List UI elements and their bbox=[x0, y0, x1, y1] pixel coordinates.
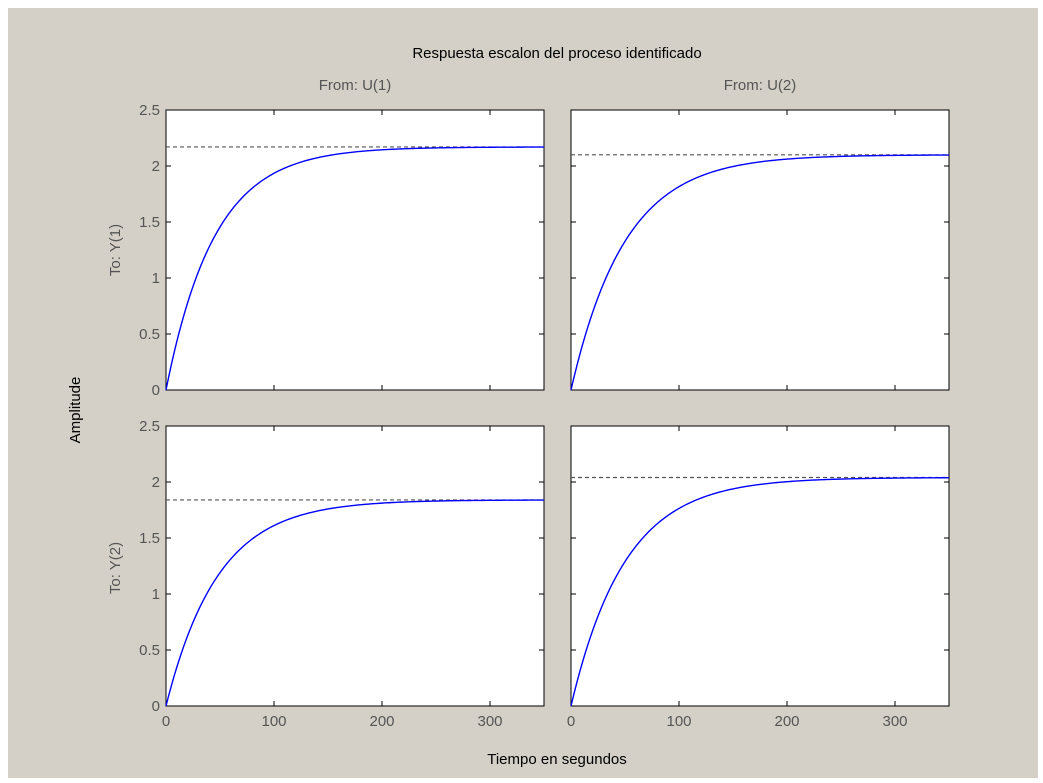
step-response-line bbox=[570, 154, 950, 391]
axes-frame bbox=[165, 425, 545, 707]
x-tick-label: 300 bbox=[882, 713, 907, 730]
row-label-y2: To: Y(2) bbox=[107, 542, 124, 594]
column-label-u2: From: U(2) bbox=[724, 77, 797, 94]
axes-frame bbox=[165, 109, 545, 391]
y-axis-label: Amplitude bbox=[67, 377, 84, 444]
y-tick-label: 0.5 bbox=[139, 642, 160, 659]
y-tick-label: 2 bbox=[152, 474, 160, 491]
x-tick-label: 100 bbox=[666, 713, 691, 730]
y-tick-label: 1 bbox=[152, 270, 160, 287]
y-tick-label: 0 bbox=[152, 698, 160, 715]
y-tick-label: 2 bbox=[152, 158, 160, 175]
figure-title: Respuesta escalon del proceso identifica… bbox=[412, 45, 701, 62]
y-tick-label: 0 bbox=[152, 382, 160, 399]
y-tick-label: 1 bbox=[152, 586, 160, 603]
x-tick-label: 300 bbox=[477, 713, 502, 730]
figure-window: Respuesta escalon del proceso identifica… bbox=[8, 8, 1038, 778]
x-tick-label: 200 bbox=[774, 713, 799, 730]
subplot-3: 0 100 200 300 0 0.5 1 1.5 2 2.5 bbox=[139, 418, 545, 730]
y-tick-label: 1.5 bbox=[139, 530, 160, 547]
x-tick-label: 0 bbox=[567, 713, 575, 730]
row-label-y1: To: Y(1) bbox=[107, 224, 124, 276]
subplot-1: 0 0.5 1 1.5 2 2.5 bbox=[139, 102, 545, 399]
x-tick-label: 200 bbox=[369, 713, 394, 730]
y-tick-label: 1.5 bbox=[139, 214, 160, 231]
x-axis-label: Tiempo en segundos bbox=[487, 751, 627, 768]
axes-frame bbox=[570, 425, 950, 707]
x-tick-label: 100 bbox=[261, 713, 286, 730]
column-label-u1: From: U(1) bbox=[319, 77, 392, 94]
x-tick-label: 0 bbox=[162, 713, 170, 730]
step-response-figure: Respuesta escalon del proceso identifica… bbox=[67, 45, 950, 768]
y-tick-label: 0.5 bbox=[139, 326, 160, 343]
step-response-line bbox=[165, 499, 545, 707]
step-response-line bbox=[165, 146, 545, 391]
y-tick-label: 2.5 bbox=[139, 102, 160, 119]
step-response-line bbox=[570, 477, 950, 707]
subplot-2 bbox=[570, 109, 950, 391]
axes-frame bbox=[570, 109, 950, 391]
subplot-4: 0 100 200 300 bbox=[567, 425, 950, 730]
y-tick-label: 2.5 bbox=[139, 418, 160, 435]
